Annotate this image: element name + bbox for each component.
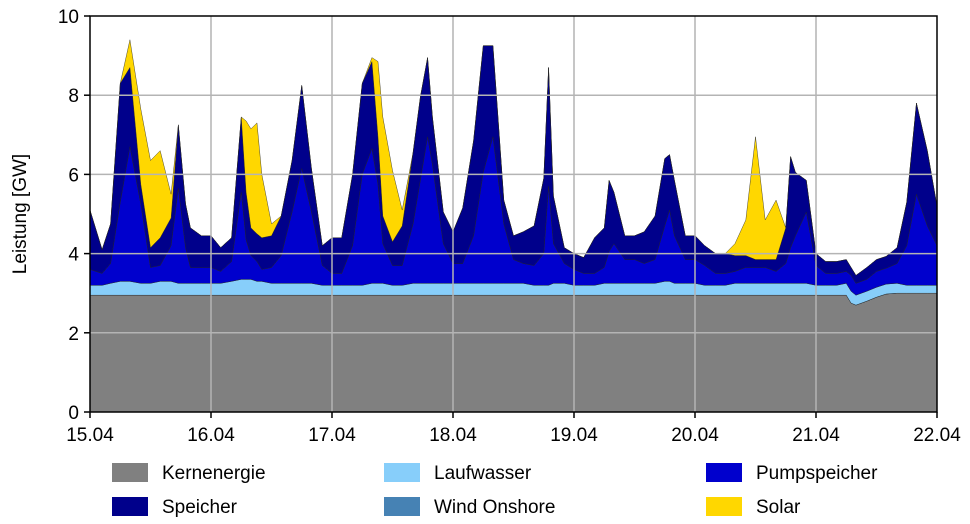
y-tick-label: 2 [68, 324, 79, 345]
legend: Kernenergie Laufwasser Pumpspeicher Speiche… [112, 463, 878, 518]
legend-label-laufwasser: Laufwasser [434, 463, 532, 484]
x-tick-label: 19.04 [550, 425, 598, 446]
area-layers [89, 39, 938, 413]
legend-label-kernenergie: Kernenergie [162, 463, 266, 484]
legend-swatch-kernenergie [112, 463, 148, 482]
legend-swatch-pumpspeicher [706, 463, 742, 482]
y-tick-label: 0 [68, 403, 79, 424]
y-axis-label: Leistung [GW] [10, 154, 31, 274]
legend-swatch-wind-onshore [384, 497, 420, 516]
area-kernenergie [89, 293, 938, 413]
x-tick-label: 16.04 [187, 425, 235, 446]
x-tick-label: 15.04 [66, 425, 114, 446]
plot-frame [89, 15, 938, 413]
y-tick-label: 8 [68, 86, 79, 107]
x-axis-ticks: 15.04 16.04 17.04 18.04 19.04 20.04 21.04 22.04 [66, 412, 961, 446]
x-tick-label: 20.04 [671, 425, 719, 446]
legend-label-speicher: Speicher [162, 497, 238, 518]
legend-label-wind-onshore: Wind Onshore [434, 497, 555, 518]
x-tick-label: 17.04 [308, 425, 356, 446]
y-tick-label: 6 [68, 165, 79, 186]
legend-label-solar: Solar [756, 497, 801, 518]
legend-swatch-speicher [112, 497, 148, 516]
x-tick-label: 18.04 [429, 425, 477, 446]
y-tick-label: 4 [68, 245, 79, 266]
legend-swatch-solar [706, 497, 742, 516]
x-tick-label: 21.04 [792, 425, 840, 446]
y-tick-label: 10 [58, 7, 79, 28]
grid-lines [90, 16, 937, 412]
legend-swatch-laufwasser [384, 463, 420, 482]
x-tick-label: 22.04 [913, 425, 961, 446]
legend-label-pumpspeicher: Pumpspeicher [756, 463, 878, 484]
y-axis-ticks: 0 2 4 6 8 10 [58, 7, 90, 424]
